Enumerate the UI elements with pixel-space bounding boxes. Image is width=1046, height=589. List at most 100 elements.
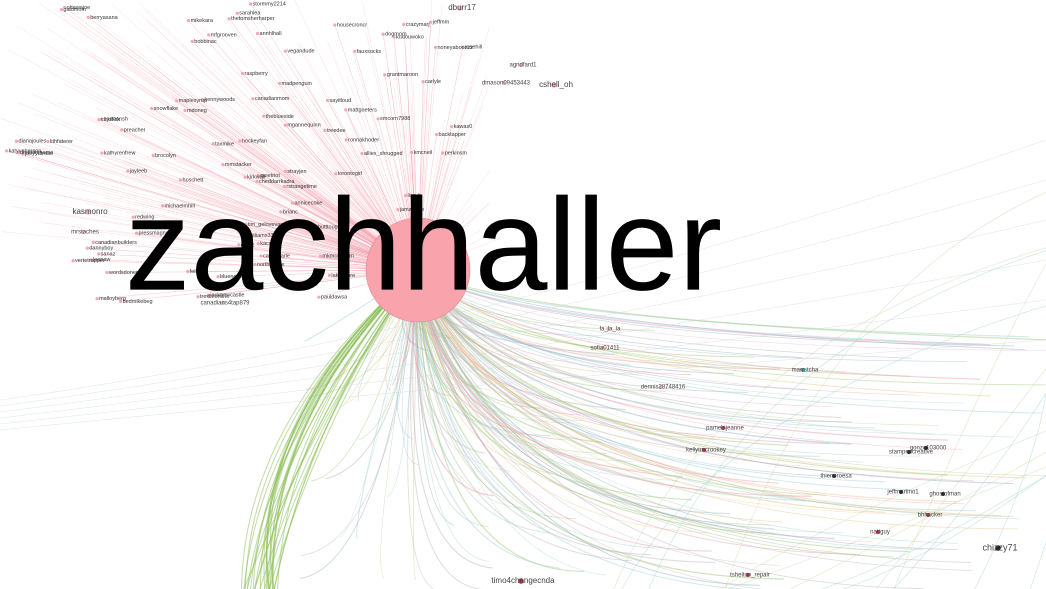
node-label: berryasana bbox=[90, 15, 118, 21]
node-label: kasmonro bbox=[72, 207, 108, 216]
edge bbox=[101, 48, 419, 271]
node bbox=[907, 450, 911, 454]
edge bbox=[417, 269, 924, 589]
node-label: noneyaboozzz bbox=[437, 45, 473, 51]
edge bbox=[648, 250, 1046, 589]
node-label: dogmom bbox=[385, 32, 407, 38]
edge bbox=[31, 93, 419, 271]
edge bbox=[417, 269, 959, 544]
node-label: tshelton_repair bbox=[730, 573, 770, 579]
node bbox=[832, 474, 836, 478]
edge bbox=[876, 368, 1046, 589]
node bbox=[244, 222, 248, 227]
node-label: canadians4tap879 bbox=[200, 301, 250, 307]
node-label: sayitloud bbox=[330, 98, 352, 104]
edge bbox=[101, 27, 419, 271]
edge bbox=[200, 26, 419, 271]
node-label: chizzy71 bbox=[982, 542, 1017, 552]
edge bbox=[417, 269, 886, 514]
node-label: pauldawsa bbox=[321, 295, 348, 301]
node bbox=[100, 151, 104, 155]
edge bbox=[63, 83, 419, 271]
node bbox=[317, 295, 321, 299]
node-label: pamelajeanne bbox=[706, 426, 744, 432]
edge bbox=[417, 269, 1019, 530]
node bbox=[5, 149, 9, 153]
edge bbox=[98, 253, 419, 271]
edge bbox=[417, 269, 490, 562]
edge bbox=[417, 269, 760, 586]
node bbox=[344, 108, 348, 112]
node-label: madpenguin bbox=[282, 81, 312, 87]
edge bbox=[19, 103, 419, 271]
node bbox=[924, 446, 928, 450]
node bbox=[134, 231, 139, 235]
node-label: trexlieonline bbox=[200, 294, 229, 300]
node-label: cbcliz bbox=[241, 242, 255, 248]
node bbox=[183, 108, 187, 113]
node bbox=[283, 169, 287, 173]
node bbox=[71, 259, 75, 263]
node bbox=[206, 293, 210, 297]
edge bbox=[0, 299, 1046, 425]
edge bbox=[68, 210, 419, 271]
edge bbox=[417, 269, 845, 533]
edge bbox=[40, 201, 419, 271]
node bbox=[211, 142, 215, 146]
edge bbox=[417, 269, 1015, 438]
edge bbox=[250, 3, 419, 271]
edge bbox=[104, 197, 419, 271]
edge bbox=[2, 231, 419, 271]
node-label: malloyberg bbox=[99, 296, 126, 302]
edge bbox=[131, 64, 419, 271]
node bbox=[325, 98, 330, 103]
edge bbox=[114, 165, 419, 271]
node bbox=[91, 240, 95, 244]
node-label: joeyyatrosc bbox=[24, 151, 53, 157]
edge bbox=[89, 76, 419, 271]
edge bbox=[266, 269, 419, 589]
edge bbox=[72, 137, 419, 271]
edge bbox=[75, 196, 419, 271]
edge bbox=[0, 219, 1046, 413]
node-label: quietriot bbox=[260, 173, 280, 179]
edge bbox=[417, 269, 1014, 518]
edge bbox=[417, 269, 813, 497]
edge bbox=[37, 146, 419, 271]
edge bbox=[417, 269, 1014, 484]
edge bbox=[109, 40, 419, 271]
edge bbox=[98, 42, 419, 271]
edge bbox=[821, 475, 1046, 589]
node-label: gladmom bbox=[63, 7, 86, 13]
edge bbox=[417, 269, 894, 558]
edge bbox=[417, 269, 748, 589]
node-label: mattgoeters bbox=[348, 107, 377, 113]
edge bbox=[48, 52, 419, 271]
edge bbox=[110, 3, 419, 271]
node-label: agndfard1 bbox=[509, 63, 537, 69]
edge bbox=[51, 173, 419, 271]
node-label: mikekara bbox=[191, 18, 214, 24]
node bbox=[14, 139, 19, 143]
node-label: tim_gelovevas bbox=[248, 222, 283, 228]
node-label: kawas0 bbox=[454, 124, 473, 130]
edge bbox=[57, 102, 419, 271]
node bbox=[243, 175, 247, 179]
edge bbox=[142, 9, 419, 271]
edge bbox=[0, 179, 1046, 407]
edge bbox=[339, 269, 419, 538]
node-label: mfgrooven bbox=[211, 32, 237, 38]
node-label: ronnakhoder bbox=[348, 137, 379, 143]
node bbox=[150, 106, 154, 111]
node bbox=[190, 39, 194, 43]
node bbox=[221, 163, 225, 167]
node bbox=[59, 7, 64, 12]
edge bbox=[102, 191, 419, 271]
edge bbox=[417, 269, 835, 539]
node-label: sofia01411 bbox=[591, 346, 621, 352]
edge bbox=[8, 49, 419, 271]
edge bbox=[417, 269, 710, 534]
node-label: lizzyb bbox=[408, 193, 422, 199]
edge bbox=[417, 269, 783, 523]
node-label: michaelmhill bbox=[165, 203, 195, 209]
